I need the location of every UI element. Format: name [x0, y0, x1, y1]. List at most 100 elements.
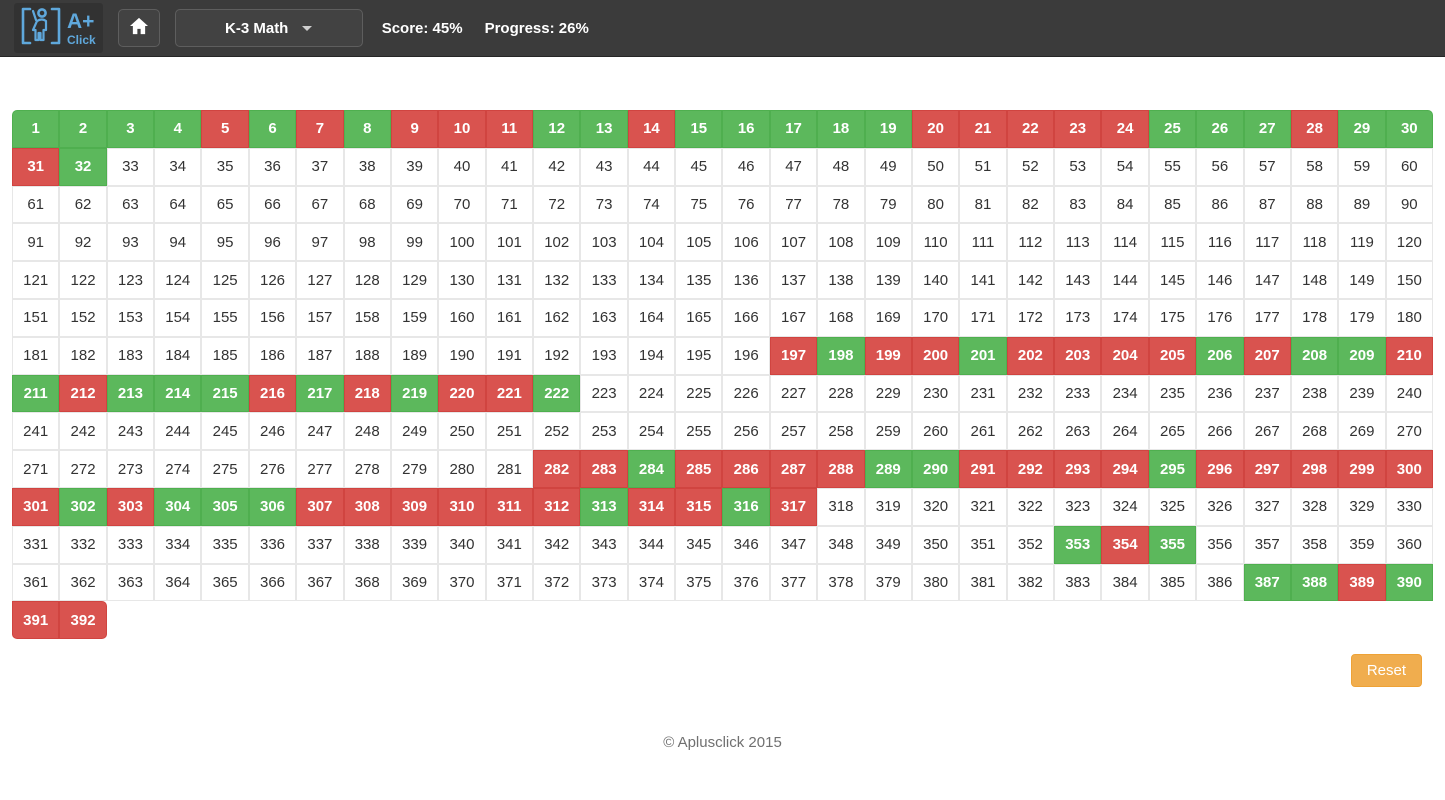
grid-cell-305[interactable]: 305	[201, 487, 249, 526]
grid-cell-313[interactable]: 313	[580, 487, 628, 526]
grid-cell-181[interactable]: 181	[12, 336, 60, 375]
grid-cell-343[interactable]: 343	[580, 525, 628, 564]
grid-cell-241[interactable]: 241	[12, 412, 60, 451]
grid-cell-227[interactable]: 227	[769, 374, 818, 413]
grid-cell-371[interactable]: 371	[485, 563, 534, 602]
grid-cell-253[interactable]: 253	[580, 412, 628, 451]
grid-cell-323[interactable]: 323	[1054, 487, 1102, 526]
grid-cell-182[interactable]: 182	[59, 336, 107, 375]
grid-cell-190[interactable]: 190	[438, 336, 486, 375]
grid-cell-84[interactable]: 84	[1101, 185, 1149, 224]
grid-cell-45[interactable]: 45	[675, 147, 723, 186]
grid-cell-316[interactable]: 316	[722, 487, 770, 526]
grid-cell-180[interactable]: 180	[1385, 298, 1433, 337]
grid-cell-69[interactable]: 69	[390, 185, 439, 224]
grid-cell-61[interactable]: 61	[12, 185, 60, 224]
grid-cell-112[interactable]: 112	[1006, 223, 1055, 262]
grid-cell-335[interactable]: 335	[201, 525, 249, 564]
grid-cell-325[interactable]: 325	[1148, 487, 1197, 526]
grid-cell-192[interactable]: 192	[533, 336, 581, 375]
grid-cell-277[interactable]: 277	[296, 450, 344, 488]
grid-cell-376[interactable]: 376	[722, 563, 770, 602]
grid-cell-23[interactable]: 23	[1054, 110, 1102, 148]
grid-cell-208[interactable]: 208	[1290, 336, 1339, 375]
grid-cell-299[interactable]: 299	[1338, 450, 1386, 488]
grid-cell-269[interactable]: 269	[1338, 412, 1386, 451]
grid-cell-183[interactable]: 183	[106, 336, 155, 375]
grid-cell-346[interactable]: 346	[722, 525, 770, 564]
grid-cell-297[interactable]: 297	[1243, 450, 1291, 488]
grid-cell-271[interactable]: 271	[12, 450, 60, 488]
grid-cell-191[interactable]: 191	[485, 336, 534, 375]
grid-cell-123[interactable]: 123	[106, 261, 155, 299]
grid-cell-88[interactable]: 88	[1290, 185, 1339, 224]
grid-cell-322[interactable]: 322	[1006, 487, 1055, 526]
grid-cell-379[interactable]: 379	[864, 563, 912, 602]
category-dropdown[interactable]: K-3 Math	[174, 9, 363, 47]
grid-cell-160[interactable]: 160	[438, 298, 486, 337]
grid-cell-268[interactable]: 268	[1290, 412, 1339, 451]
grid-cell-221[interactable]: 221	[485, 374, 534, 413]
grid-cell-321[interactable]: 321	[959, 487, 1007, 526]
grid-cell-49[interactable]: 49	[864, 147, 912, 186]
grid-cell-331[interactable]: 331	[12, 525, 60, 564]
grid-cell-5[interactable]: 5	[201, 110, 249, 148]
grid-cell-137[interactable]: 137	[769, 261, 818, 299]
grid-cell-39[interactable]: 39	[390, 147, 439, 186]
grid-cell-390[interactable]: 390	[1385, 563, 1433, 602]
grid-cell-148[interactable]: 148	[1290, 261, 1339, 299]
grid-cell-266[interactable]: 266	[1196, 412, 1244, 451]
grid-cell-22[interactable]: 22	[1006, 110, 1055, 148]
grid-cell-372[interactable]: 372	[533, 563, 581, 602]
grid-cell-205[interactable]: 205	[1148, 336, 1197, 375]
grid-cell-174[interactable]: 174	[1101, 298, 1149, 337]
grid-cell-392[interactable]: 392	[59, 601, 107, 640]
grid-cell-381[interactable]: 381	[959, 563, 1007, 602]
grid-cell-25[interactable]: 25	[1148, 110, 1197, 148]
grid-cell-239[interactable]: 239	[1338, 374, 1386, 413]
grid-cell-231[interactable]: 231	[959, 374, 1007, 413]
grid-cell-342[interactable]: 342	[533, 525, 581, 564]
grid-cell-257[interactable]: 257	[769, 412, 818, 451]
grid-cell-133[interactable]: 133	[580, 261, 628, 299]
grid-cell-350[interactable]: 350	[911, 525, 960, 564]
grid-cell-111[interactable]: 111	[959, 223, 1007, 262]
grid-cell-203[interactable]: 203	[1054, 336, 1102, 375]
grid-cell-287[interactable]: 287	[769, 450, 818, 488]
grid-cell-9[interactable]: 9	[390, 110, 439, 148]
grid-cell-312[interactable]: 312	[533, 487, 581, 526]
grid-cell-349[interactable]: 349	[864, 525, 912, 564]
grid-cell-197[interactable]: 197	[769, 336, 818, 375]
grid-cell-294[interactable]: 294	[1101, 450, 1149, 488]
grid-cell-53[interactable]: 53	[1054, 147, 1102, 186]
grid-cell-99[interactable]: 99	[390, 223, 439, 262]
grid-cell-200[interactable]: 200	[911, 336, 960, 375]
grid-cell-155[interactable]: 155	[201, 298, 249, 337]
grid-cell-374[interactable]: 374	[627, 563, 676, 602]
grid-cell-20[interactable]: 20	[911, 110, 960, 148]
grid-cell-104[interactable]: 104	[627, 223, 676, 262]
grid-cell-136[interactable]: 136	[722, 261, 770, 299]
grid-cell-273[interactable]: 273	[106, 450, 155, 488]
grid-cell-96[interactable]: 96	[248, 223, 297, 262]
grid-cell-218[interactable]: 218	[343, 374, 391, 413]
grid-cell-195[interactable]: 195	[675, 336, 723, 375]
grid-cell-100[interactable]: 100	[438, 223, 486, 262]
grid-cell-46[interactable]: 46	[722, 147, 770, 186]
grid-cell-270[interactable]: 270	[1385, 412, 1433, 451]
grid-cell-248[interactable]: 248	[343, 412, 391, 451]
grid-cell-363[interactable]: 363	[106, 563, 155, 602]
grid-cell-359[interactable]: 359	[1338, 525, 1386, 564]
grid-cell-236[interactable]: 236	[1196, 374, 1244, 413]
grid-cell-120[interactable]: 120	[1385, 223, 1433, 262]
grid-cell-202[interactable]: 202	[1006, 336, 1055, 375]
grid-cell-362[interactable]: 362	[59, 563, 107, 602]
grid-cell-75[interactable]: 75	[675, 185, 723, 224]
grid-cell-234[interactable]: 234	[1101, 374, 1149, 413]
grid-cell-255[interactable]: 255	[675, 412, 723, 451]
grid-cell-67[interactable]: 67	[296, 185, 344, 224]
grid-cell-256[interactable]: 256	[722, 412, 770, 451]
grid-cell-64[interactable]: 64	[154, 185, 202, 224]
grid-cell-78[interactable]: 78	[817, 185, 865, 224]
grid-cell-11[interactable]: 11	[485, 110, 534, 148]
